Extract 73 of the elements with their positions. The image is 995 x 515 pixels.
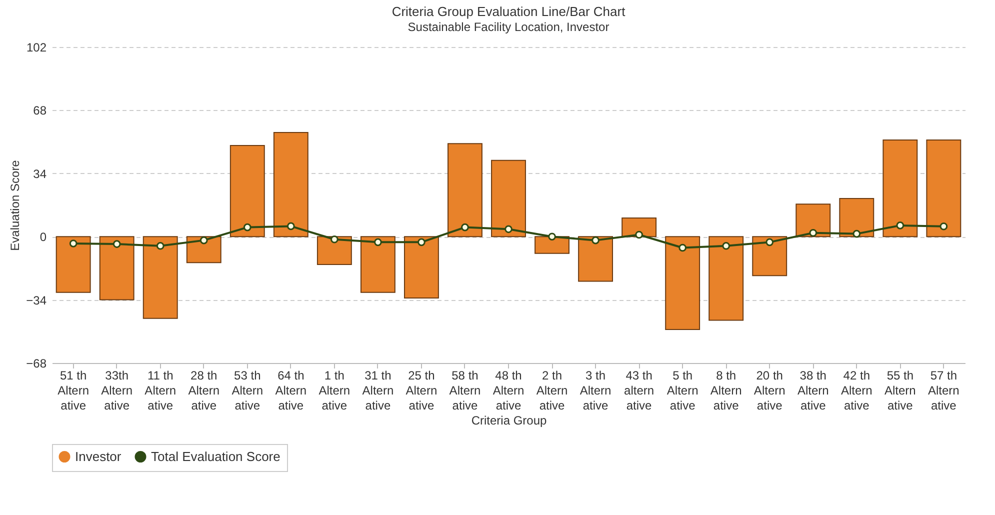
point — [940, 222, 948, 230]
y-axis-title: Evaluation Score — [8, 160, 22, 251]
bar — [708, 236, 744, 321]
point — [374, 238, 382, 246]
x-tick-label: 2 th Alternative — [536, 368, 568, 412]
point — [852, 230, 861, 238]
bar — [578, 236, 614, 282]
x-tick-label: 58 th Alternative — [449, 368, 481, 412]
point — [418, 238, 426, 246]
x-tick-label: 53 th Alternative — [232, 368, 264, 412]
chart-subtitle: Sustainable Facility Location, Investor — [408, 20, 610, 34]
point — [504, 225, 512, 234]
x-tick-label: 28 th Alternative — [188, 368, 220, 412]
bar — [99, 236, 134, 300]
bar — [316, 236, 352, 265]
bar — [839, 198, 874, 238]
point — [635, 230, 643, 239]
x-tick-label: 25 th Alternative — [406, 368, 438, 412]
bar — [752, 236, 788, 276]
y-tick-label: 34 — [33, 166, 47, 181]
point — [156, 242, 164, 250]
y-tick-label: 68 — [33, 104, 47, 118]
bar — [404, 236, 439, 298]
x-tick-label: 48 th Alternative — [492, 368, 524, 412]
x-tick-label: 33th Alternative — [101, 368, 133, 412]
point — [809, 228, 818, 237]
point — [200, 236, 208, 244]
x-tick-label: 57 th Alternative — [928, 368, 960, 412]
bar — [273, 132, 308, 238]
bar — [448, 143, 482, 238]
bar — [796, 204, 831, 238]
y-tick-label: −34 — [26, 293, 47, 308]
point — [330, 235, 338, 244]
y-tick-label: 102 — [26, 40, 47, 54]
point — [287, 222, 295, 230]
bar — [926, 139, 962, 238]
point — [243, 223, 252, 232]
y-tick-label: −68 — [26, 356, 47, 370]
point — [69, 240, 78, 248]
x-tick-label: 64 th Alternative — [275, 368, 307, 412]
x-axis-title: Criteria Group — [471, 414, 548, 428]
x-tick-label: 38 th Alternative — [797, 368, 829, 412]
point — [548, 232, 556, 241]
y-tick-label: 0 — [40, 230, 47, 244]
x-tick-label: 1 th Alternative — [318, 368, 350, 412]
x-tick-label: 51 th Alternative — [58, 368, 90, 412]
legend-label: Investor — [75, 448, 122, 464]
bar — [491, 160, 526, 238]
x-tick-label: 20 th Alternative — [754, 368, 786, 412]
bar — [56, 236, 91, 293]
point — [112, 240, 121, 248]
chart-title: Criteria Group Evaluation Line/Bar Chart — [392, 4, 626, 19]
x-tick-label: 8 th Alternative — [710, 368, 742, 412]
x-tick-label: 42 th Alternative — [840, 368, 872, 412]
point — [766, 238, 774, 246]
bar — [230, 145, 265, 238]
point — [722, 242, 730, 250]
legend-label: Total Evaluation Score — [151, 448, 280, 464]
bar — [882, 139, 918, 238]
bar — [142, 236, 178, 319]
point — [678, 244, 686, 252]
bar — [360, 236, 396, 293]
point — [592, 236, 600, 244]
x-tick-label: 31 th Alternative — [362, 368, 394, 412]
x-tick-label: 55 th Alternative — [884, 368, 916, 412]
x-tick-label: 5 th Alternative — [666, 368, 698, 412]
x-tick-label: 43 th alternative — [624, 368, 654, 412]
point — [461, 223, 469, 232]
x-tick-label: 3 th Alternative — [580, 368, 612, 412]
bar — [534, 236, 570, 254]
x-tick-label: 11 th Alternative — [144, 368, 176, 412]
bar — [665, 236, 700, 330]
point — [896, 222, 904, 230]
